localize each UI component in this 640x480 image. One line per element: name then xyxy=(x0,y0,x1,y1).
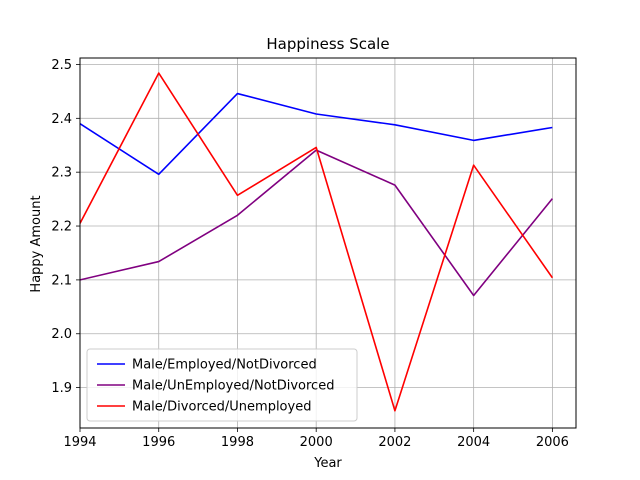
x-tick-label: 2006 xyxy=(536,435,569,450)
y-tick-label: 1.9 xyxy=(51,381,72,396)
legend-label-1: Male/Employed/NotDivorced xyxy=(132,358,317,373)
x-axis-label: Year xyxy=(313,456,342,471)
legend-box xyxy=(86,348,358,422)
series-line-3 xyxy=(80,72,554,412)
axis-ticks: 1994 1996 1998 2000 2002 2004 2006 1.9 2.0 2.1 2.2… xyxy=(51,58,569,450)
grid-lines xyxy=(79,58,576,428)
y-tick-label: 2.0 xyxy=(51,327,72,342)
x-tick-label: 1996 xyxy=(142,435,175,450)
x-tick-label: 2004 xyxy=(457,435,490,450)
chart-title: Happiness Scale xyxy=(266,35,389,53)
legend-label-2: Male/UnEmployed/NotDivorced xyxy=(132,379,334,394)
series-layer xyxy=(80,72,554,412)
y-tick-label: 2.1 xyxy=(51,273,72,288)
y-axis-label: Happy Amount xyxy=(29,195,44,292)
plot-frame xyxy=(79,57,577,429)
x-tick-label: 1998 xyxy=(221,435,254,450)
x-tick-label: 1994 xyxy=(63,435,96,450)
x-tick-label: 2000 xyxy=(300,435,333,450)
series-line-1 xyxy=(80,92,553,176)
x-tick-label: 2002 xyxy=(378,435,411,450)
y-tick-label: 2.3 xyxy=(51,166,72,181)
y-tick-label: 2.2 xyxy=(51,220,72,235)
y-tick-label: 2.5 xyxy=(51,58,72,73)
legend-label-3: Male/Divorced/Unemployed xyxy=(132,400,311,415)
legend: Male/Employed/NotDivorced Male/UnEmployed… xyxy=(86,348,358,422)
y-tick-label: 2.4 xyxy=(51,112,72,127)
